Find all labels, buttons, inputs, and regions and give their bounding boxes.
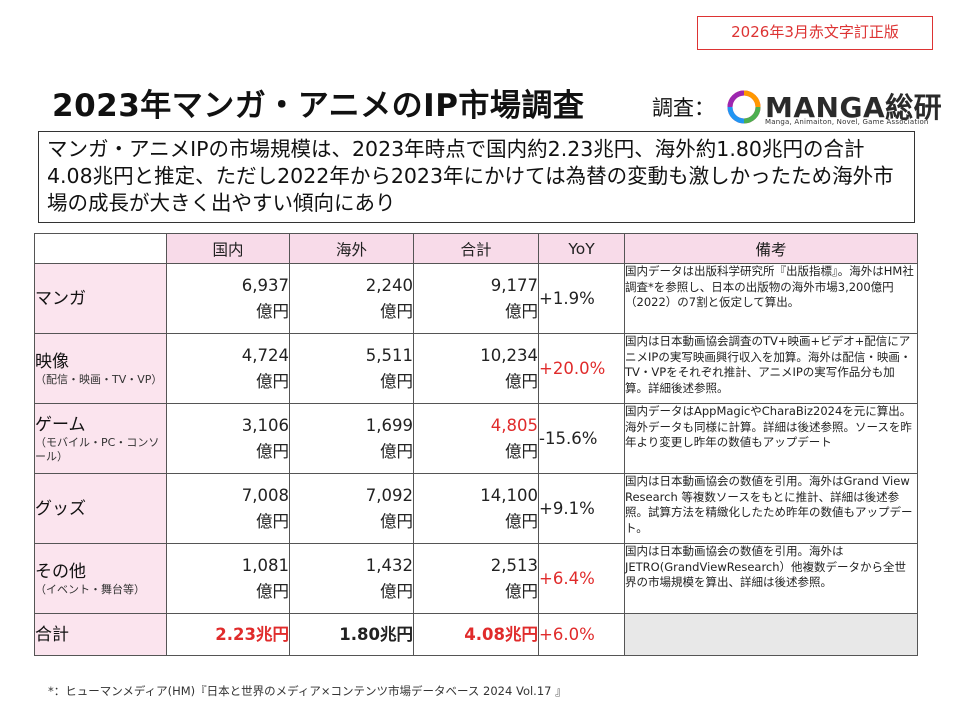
surveyer-label: 調査： [652,96,715,120]
domestic-cell: 7,008 億円 [166,473,290,544]
category-name: その他 [35,561,86,582]
unit: 億円 [256,371,289,391]
total-sum-value: 4.08兆円 [413,613,539,656]
domestic-cell: 1,081 億円 [166,543,290,614]
domestic-value: 1,081 [241,555,289,575]
unit: 億円 [505,581,538,601]
row-label: ゲーム （モバイル・PC・コンソール） [34,403,167,474]
total-cell: 4,805 億円 [413,403,539,474]
row-label: その他 （イベント・舞台等） [34,543,167,614]
total-value: 4,805 [490,415,538,435]
total-value: 9,177 [490,275,538,295]
domestic-value: 4,724 [241,345,289,365]
summary-box: マンガ・アニメIPの市場規模は、2023年時点で国内約2.23兆円、海外約1.8… [38,131,915,223]
yoy-value: +20.0% [538,333,625,404]
overseas-value: 1,699 [365,415,413,435]
table-row: グッズ 7,008 億円 7,092 億円 14,100 億円 +9.1% 国内は日本… [34,473,918,544]
header-yoy: YoY [538,233,625,264]
manga-soken-logo: MANGA総研 Manga, Animaiton, Novel, Game As… [727,86,942,130]
unit: 億円 [380,511,413,531]
category-name: マンガ [35,288,86,309]
overseas-value: 7,092 [365,485,413,505]
overseas-cell: 1,699 億円 [289,403,414,474]
total-note-empty [624,613,918,656]
overseas-value: 1,432 [365,555,413,575]
unit: 億円 [256,581,289,601]
overseas-value: 2,240 [365,275,413,295]
unit: 億円 [256,441,289,461]
note-text: 国内は日本動画協会調査のTV+映画+ビデオ+配信にアニメIPの実写映画興行収入を… [624,333,918,404]
total-row-label: 合計 [34,613,167,656]
domestic-value: 6,937 [241,275,289,295]
total-label: 合計 [35,624,69,645]
table-row: ゲーム （モバイル・PC・コンソール） 3,106 億円 1,699 億円 4,80… [34,403,918,474]
domestic-value: 7,008 [241,485,289,505]
note-text: 国内は日本動画協会の数値を引用。海外はJETRO(GrandViewResear… [624,543,918,614]
market-size-table: 国内 海外 合計 YoY 備考 マンガ 6,937 億円 2,240 億円 9,17… [34,233,918,656]
unit: 億円 [380,581,413,601]
category-subtitle: （配信・映画・TV・VP） [35,372,163,386]
row-label: マンガ [34,263,167,334]
note-text: 国内データはAppMagicやCharaBiz2024を元に算出。海外データも同… [624,403,918,474]
unit: 億円 [505,511,538,531]
overseas-cell: 5,511 億円 [289,333,414,404]
overseas-cell: 2,240 億円 [289,263,414,334]
header-domestic: 国内 [166,233,290,264]
table-total-row: 合計 2.23兆円 1.80兆円 4.08兆円 +6.0% [34,613,918,656]
table-row: その他 （イベント・舞台等） 1,081 億円 1,432 億円 2,513 億円 +… [34,543,918,614]
yoy-value: -15.6% [538,403,625,474]
header-notes: 備考 [624,233,918,264]
page-title: 2023年マンガ・アニメのIP市場調査 [52,88,585,124]
category-subtitle: （モバイル・PC・コンソール） [35,435,160,463]
unit: 億円 [256,511,289,531]
footnote: *：ヒューマンメディア(HM)『日本と世界のメディア×コンテンツ市場データベース… [48,684,567,698]
domestic-cell: 6,937 億円 [166,263,290,334]
total-cell: 9,177 億円 [413,263,539,334]
category-name: ゲーム [35,414,86,435]
overseas-value: 5,511 [365,345,413,365]
yoy-value: +6.4% [538,543,625,614]
unit: 億円 [505,371,538,391]
unit: 億円 [505,441,538,461]
overseas-cell: 1,432 億円 [289,543,414,614]
total-cell: 10,234 億円 [413,333,539,404]
header-total: 合計 [413,233,539,264]
total-yoy-value: +6.0% [538,613,625,656]
unit: 億円 [256,301,289,321]
table-row: マンガ 6,937 億円 2,240 億円 9,177 億円 +1.9% 国内データは… [34,263,918,334]
manga-soken-logo-icon [727,90,761,124]
unit: 億円 [380,441,413,461]
domestic-cell: 4,724 億円 [166,333,290,404]
note-text: 国内データは出版科学研究所『出版指標』。海外はHM社調査*を参照し、日本の出版物… [624,263,918,334]
total-value: 2,513 [490,555,538,575]
unit: 億円 [505,301,538,321]
row-label: 映像 （配信・映画・TV・VP） [34,333,167,404]
row-label: グッズ [34,473,167,544]
total-cell: 14,100 億円 [413,473,539,544]
overseas-cell: 7,092 億円 [289,473,414,544]
table-row: 映像 （配信・映画・TV・VP） 4,724 億円 5,511 億円 10,234 億… [34,333,918,404]
category-name: グッズ [35,498,86,519]
yoy-value: +9.1% [538,473,625,544]
unit: 億円 [380,371,413,391]
header-blank [34,233,167,264]
logo-wordmark: MANGA総研 [765,91,943,124]
total-value: 14,100 [480,485,538,505]
table-header-row: 国内 海外 合計 YoY 備考 [34,233,918,264]
category-name: 映像 [35,351,69,372]
domestic-cell: 3,106 億円 [166,403,290,474]
total-overseas-value: 1.80兆円 [289,613,414,656]
total-domestic-value: 2.23兆円 [166,613,290,656]
yoy-value: +1.9% [538,263,625,334]
category-subtitle: （イベント・舞台等） [35,582,145,596]
logo-subtitle: Manga, Animaiton, Novel, Game Associatio… [765,118,929,126]
note-text: 国内は日本動画協会の数値を引用。海外はGrand View Research 等… [624,473,918,544]
total-cell: 2,513 億円 [413,543,539,614]
total-value: 10,234 [480,345,538,365]
domestic-value: 3,106 [241,415,289,435]
correction-notice: 2026年3月赤文字訂正版 [697,16,933,50]
header-overseas: 海外 [289,233,414,264]
unit: 億円 [380,301,413,321]
